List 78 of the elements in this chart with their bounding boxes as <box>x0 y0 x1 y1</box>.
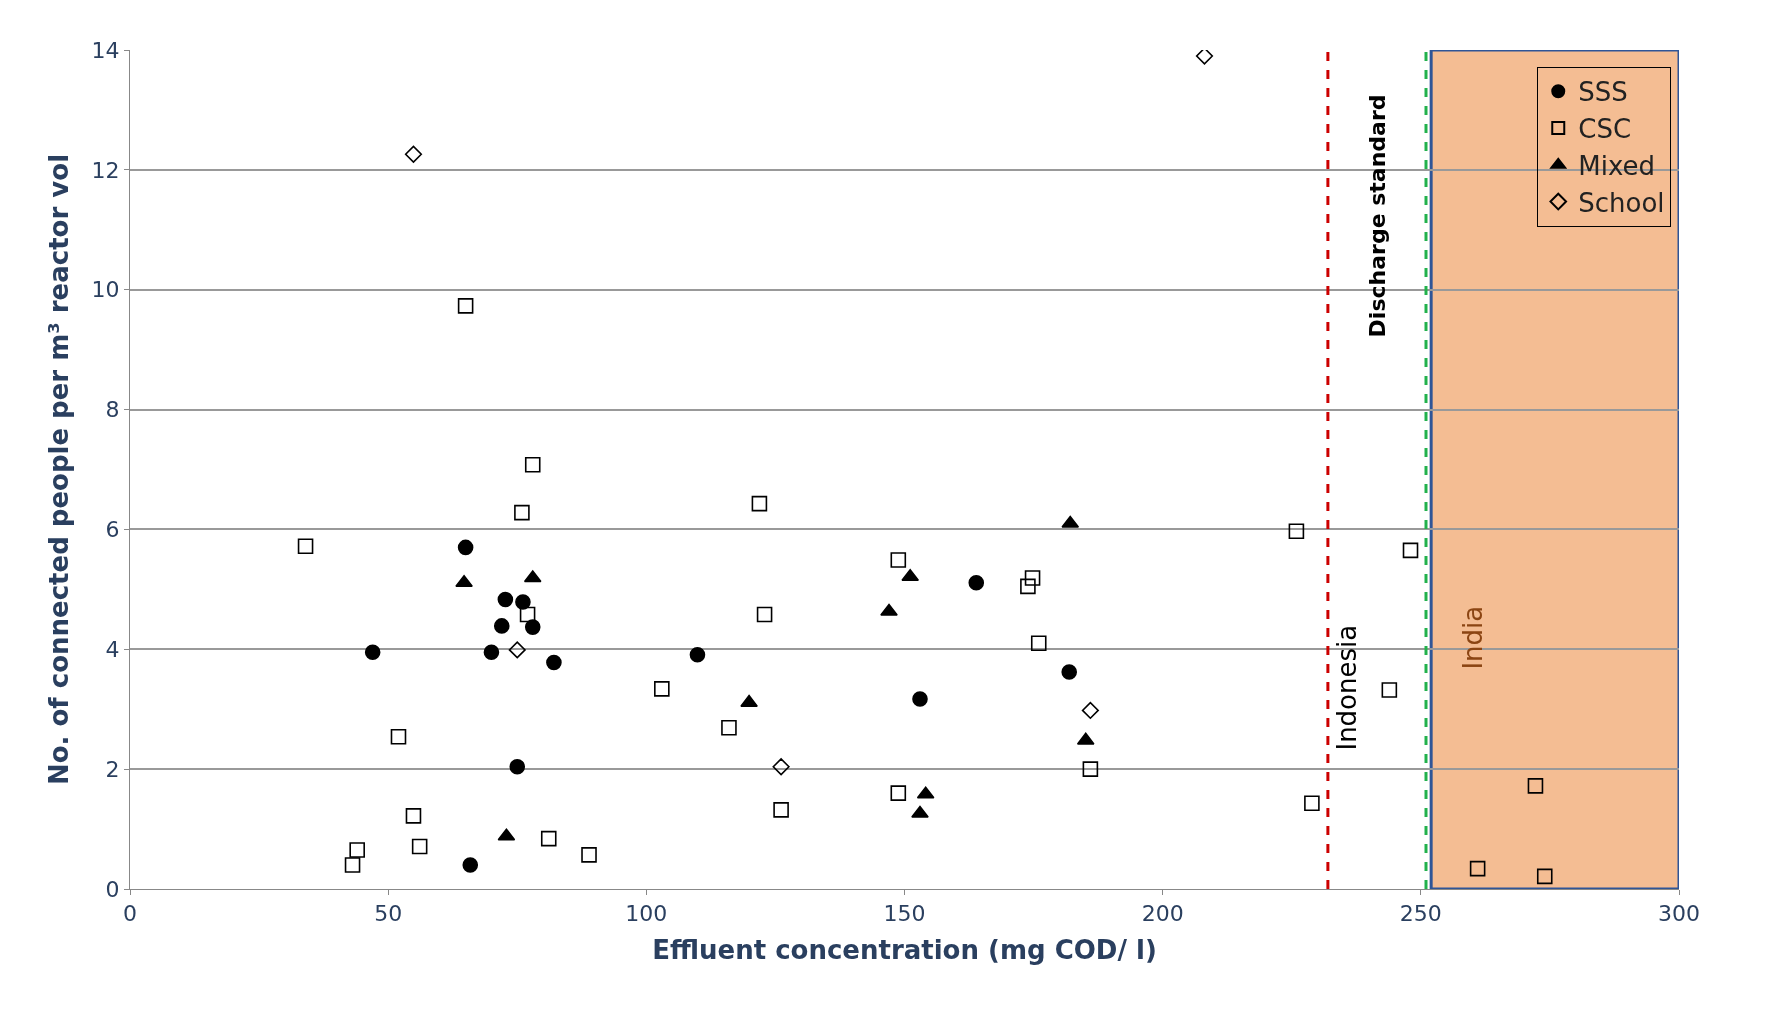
x-tick-label: 200 <box>1141 901 1184 927</box>
y-tick-label: 4 <box>105 636 120 662</box>
point <box>493 618 510 634</box>
point <box>411 838 428 855</box>
point <box>519 606 536 623</box>
point <box>509 758 526 775</box>
point <box>654 681 670 697</box>
point <box>1304 795 1320 812</box>
point <box>508 641 526 659</box>
point <box>404 145 423 163</box>
point <box>581 847 597 863</box>
x-tick-label: 300 <box>1658 901 1700 927</box>
point <box>756 606 773 623</box>
point <box>297 538 314 555</box>
point <box>514 504 530 521</box>
x-tick-label: 0 <box>123 901 137 927</box>
point <box>524 456 541 473</box>
point <box>1061 664 1078 680</box>
point <box>740 694 758 707</box>
point <box>880 603 898 616</box>
point <box>773 802 789 818</box>
point <box>364 644 381 661</box>
point <box>1081 701 1099 720</box>
point <box>901 568 920 582</box>
y-tick-label: 6 <box>105 517 120 543</box>
point <box>911 805 929 818</box>
point <box>455 574 473 588</box>
y-axis-title: No. of connected people per m³ reactor vol <box>44 153 74 786</box>
point <box>546 654 562 671</box>
point <box>457 298 474 314</box>
point <box>497 591 514 608</box>
x-tick-label: 250 <box>1399 901 1442 927</box>
point <box>1020 578 1036 595</box>
point <box>457 539 474 556</box>
point <box>524 619 541 635</box>
point <box>890 552 907 568</box>
point <box>1402 542 1419 559</box>
point <box>540 830 557 847</box>
point <box>405 808 422 824</box>
y-tick-label: 8 <box>105 397 120 423</box>
x-axis-title: Effluent concentration (mg COD/ l) <box>652 935 1157 966</box>
point <box>772 758 790 776</box>
point <box>344 857 361 873</box>
point <box>515 594 531 610</box>
point <box>1030 635 1047 652</box>
legend-label: School <box>1578 187 1665 218</box>
legend-label: SSS <box>1578 77 1628 108</box>
x-tick-label: 100 <box>625 901 668 927</box>
point <box>462 857 479 873</box>
x-tick-label: 50 <box>374 901 403 927</box>
point <box>912 691 928 707</box>
point <box>689 646 706 663</box>
point <box>1082 761 1099 777</box>
ref-line-label: Indonesia <box>1332 624 1363 751</box>
point <box>1381 682 1398 698</box>
point <box>1527 778 1544 794</box>
point <box>1469 860 1486 877</box>
annotation: Discharge standard <box>1364 94 1390 338</box>
y-tick-label: 10 <box>91 277 120 303</box>
point <box>968 574 985 591</box>
y-tick-label: 12 <box>91 157 120 183</box>
band-label: India <box>1457 605 1488 670</box>
point <box>483 644 500 661</box>
point <box>390 728 407 745</box>
point <box>1024 570 1041 586</box>
point <box>751 495 768 512</box>
y-tick-label: 0 <box>105 876 120 902</box>
y-tick-label: 2 <box>105 756 120 782</box>
x-tick-label: 150 <box>883 901 926 927</box>
point <box>1288 523 1305 540</box>
legend-label: CSC <box>1578 114 1632 145</box>
legend-label: Mixed <box>1578 150 1656 181</box>
point <box>890 785 907 801</box>
point <box>1195 50 1214 65</box>
point <box>349 842 365 858</box>
point <box>1536 868 1553 885</box>
y-tick-label: 14 <box>91 37 120 63</box>
point <box>721 719 737 736</box>
